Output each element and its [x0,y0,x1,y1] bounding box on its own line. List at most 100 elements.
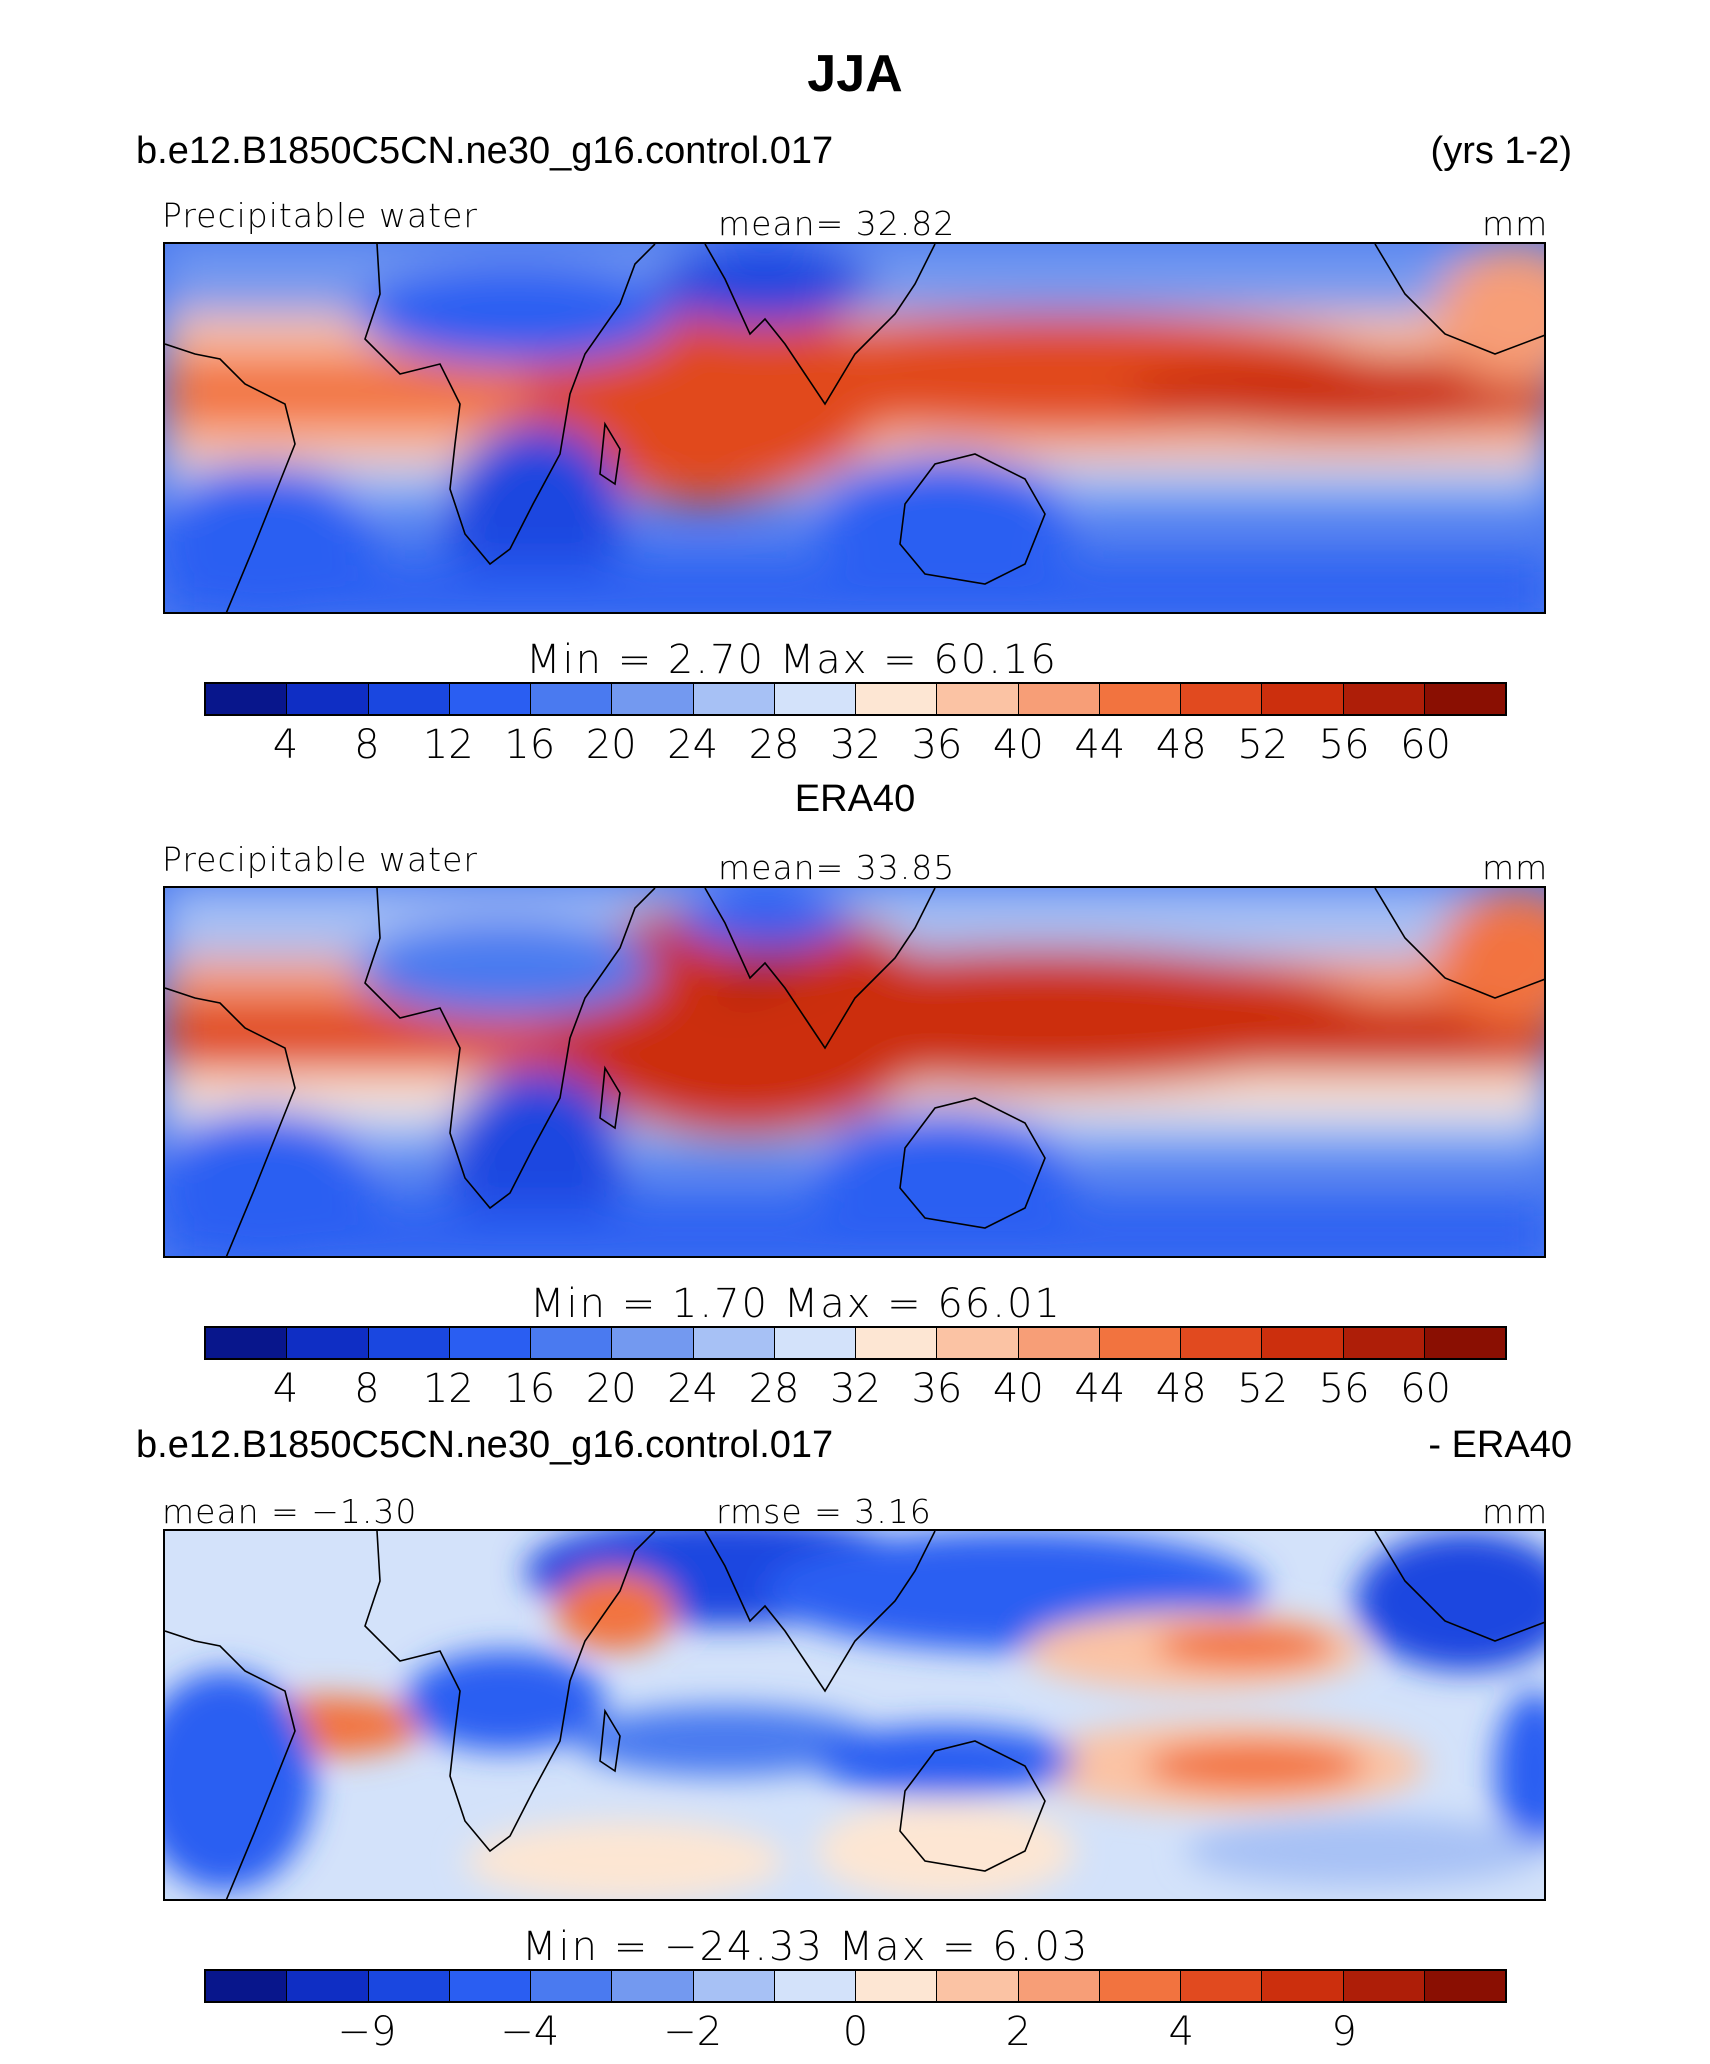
panel3-rmse: rmse = 3.16 [716,1492,932,1531]
panel3-map [163,1529,1546,1901]
panel3-field [165,1531,1544,1899]
colorbar-tick-label: 40 [992,722,1044,768]
diff-suffix: - ERA40 [1428,1424,1572,1466]
case-name: b.e12.B1850C5CN.ne30_g16.control.017 [136,130,834,172]
colorbar-cell [1343,1328,1425,1358]
colorbar-cell [449,1328,531,1358]
colorbar-cell [1424,1971,1505,2001]
colorbar-tick-label: 40 [992,1366,1044,1412]
colorbar-cell [774,684,856,714]
panel2-units: mm [1482,848,1549,887]
colorbar-tick-label: 60 [1400,1366,1452,1412]
colorbar-tick-label: 36 [911,722,963,768]
panel2-field [165,888,1544,1256]
colorbar-cell [1262,1328,1344,1358]
colorbar-cell [856,1328,938,1358]
panel3-mean: mean = −1.30 [162,1492,418,1531]
colorbar-cell [287,1971,369,2001]
colorbar-cell [1424,1328,1505,1358]
colorbar-cell [612,1328,694,1358]
colorbar-tick-label: 52 [1237,1366,1289,1412]
panel2-minmax: Min = 1.70 Max = 66.01 [530,1281,1062,1327]
colorbar-cell [937,1971,1019,2001]
panel1-units: mm [1482,204,1549,243]
colorbar-cell [1099,1971,1181,2001]
colorbar-tick-label: 2 [1005,2009,1032,2055]
panel1-coastlines [165,244,1544,612]
colorbar-cell [531,1328,613,1358]
colorbar-tick-label: −2 [663,2009,723,2055]
colorbar-cell [1181,1328,1263,1358]
panel2-map-svg [165,888,1544,1256]
colorbar-cell [1343,1971,1425,2001]
colorbar-tick-label: 4 [272,722,299,768]
colorbar-tick-label: 24 [667,1366,719,1412]
colorbar-cell [693,1971,775,2001]
panel3-map-svg [165,1531,1544,1899]
colorbar-cell [937,1328,1019,1358]
colorbar-tick-label: 9 [1331,2009,1357,2055]
colorbar-tick-label: 44 [1074,722,1126,768]
colorbar-cell [449,1971,531,2001]
colorbar-cell [368,1971,450,2001]
colorbar-tick-label: 12 [422,1366,474,1412]
colorbar-tick-label: 32 [830,1366,881,1412]
colorbar-cell [612,684,694,714]
colorbar-cell [1424,684,1505,714]
colorbar-tick-label: 48 [1155,1366,1207,1412]
colorbar-cell [1018,1328,1100,1358]
colorbar-tick-label: 60 [1400,722,1452,768]
panel1-map [163,242,1546,614]
panel2-colorbar [204,1326,1507,1360]
colorbar-tick-label: 16 [504,1366,556,1412]
colorbar-tick-label: −4 [500,2009,560,2055]
colorbar-cell [1181,1971,1263,2001]
colorbar-cell [1018,684,1100,714]
colorbar-cell [531,1971,613,2001]
colorbar-cell [856,1971,938,2001]
panel3-units: mm [1482,1492,1549,1531]
panel2-mean: mean= 33.85 [718,848,956,887]
figure-title: JJA [807,45,903,103]
colorbar-tick-label: 8 [354,1366,380,1412]
colorbar-cell [937,684,1019,714]
colorbar-cell [531,684,613,714]
panel1-map-svg [165,244,1544,612]
colorbar-tick-label: 4 [272,1366,299,1412]
colorbar-cell [1262,684,1344,714]
colorbar-cell [287,684,369,714]
panel3-minmax: Min = −24.33 Max = 6.03 [522,1924,1090,1970]
colorbar-tick-label: 4 [1168,2009,1194,2055]
colorbar-cell [206,1328,288,1358]
colorbar-cell [368,684,450,714]
panel1-mean: mean= 32.82 [718,204,956,243]
colorbar-cell [1099,684,1181,714]
panel1-minmax: Min = 2.70 Max = 60.16 [526,637,1058,683]
colorbar-tick-label: 36 [911,1366,963,1412]
colorbar-cell [449,684,531,714]
colorbar-tick-label: 56 [1318,1366,1370,1412]
colorbar-cell [856,684,938,714]
colorbar-tick-label: 20 [585,722,637,768]
colorbar-cell [287,1328,369,1358]
colorbar-tick-label: 28 [748,722,800,768]
colorbar-tick-label: 16 [504,722,556,768]
colorbar-cell [1099,1328,1181,1358]
colorbar-tick-label: 28 [748,1366,800,1412]
panel2-map [163,886,1546,1258]
panel1-colorbar [204,682,1507,716]
colorbar-cell [206,1971,288,2001]
colorbar-tick-label: 52 [1237,722,1289,768]
colorbar-tick-label: 20 [585,1366,637,1412]
colorbar-cell [774,1328,856,1358]
colorbar-cell [612,1971,694,2001]
colorbar-cell [1181,684,1263,714]
colorbar-tick-label: 44 [1074,1366,1126,1412]
diff-case-name: b.e12.B1850C5CN.ne30_g16.control.017 [136,1424,834,1466]
colorbar-tick-label: 24 [667,722,719,768]
colorbar-cell [206,684,288,714]
panel2-left-label: Precipitable water [162,840,478,879]
colorbar-cell [1262,1971,1344,2001]
colorbar-cell [774,1971,856,2001]
colorbar-cell [1343,684,1425,714]
